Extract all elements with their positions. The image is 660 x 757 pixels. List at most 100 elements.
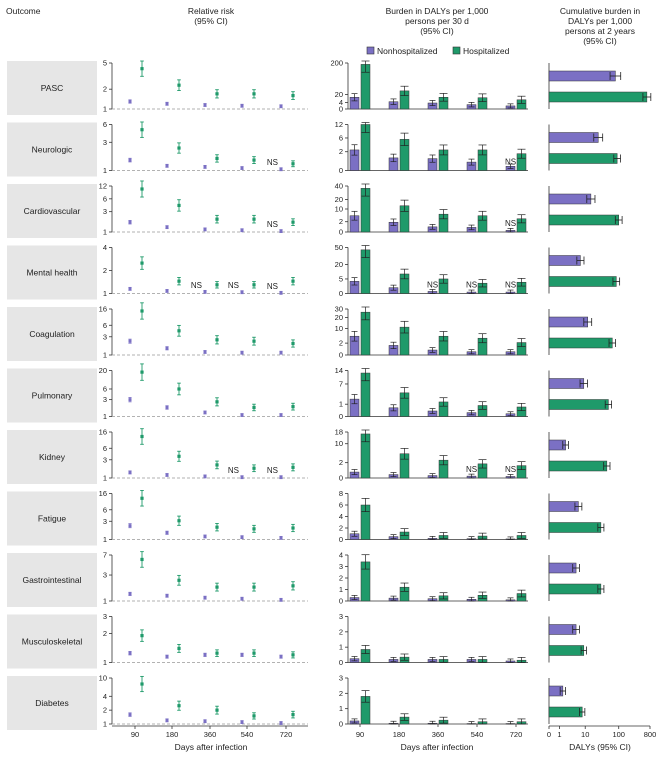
header-burden-line-3: (95% CI) <box>420 26 454 36</box>
relative-risk-point-nonhospitalized <box>240 720 244 724</box>
relative-risk-point-hospitalized <box>252 585 256 589</box>
relative-risk-point-nonhospitalized <box>203 474 207 478</box>
relative-risk-point-hospitalized <box>140 187 144 191</box>
burden-ns-label: NS <box>505 465 516 474</box>
outcome-label: Mental health <box>26 268 77 278</box>
relative-risk-point-nonhospitalized <box>279 104 283 108</box>
relative-risk-point-nonhospitalized <box>128 713 132 717</box>
burden-tick-label: 2 <box>339 627 343 636</box>
relative-risk-point-nonhospitalized <box>240 597 244 601</box>
relative-risk-tick-label: 16 <box>99 489 107 498</box>
relative-risk-point-nonhospitalized <box>128 287 132 291</box>
legend: Nonhospitalized Hospitalized <box>366 46 510 56</box>
relative-risk-point-nonhospitalized <box>203 165 207 169</box>
cumulative-bar-hospitalized <box>548 399 609 410</box>
burden-tick-label: 4 <box>339 551 343 560</box>
relative-risk-point-nonhospitalized <box>203 596 207 600</box>
burden-tick-label: 3 <box>339 674 343 683</box>
relative-risk-point-hospitalized <box>215 92 219 96</box>
x-axis-label-relative-risk: Days after infection <box>175 742 248 752</box>
cumulative-bar-hospitalized <box>548 276 617 287</box>
cumulative-x-tick-label: 1 <box>557 730 561 739</box>
relative-risk-point-hospitalized <box>291 162 295 166</box>
legend-label-hospitalized: Hospitalized <box>463 46 510 56</box>
relative-risk-point-nonhospitalized <box>240 228 244 232</box>
burden-tick-label: 1 <box>339 704 343 713</box>
relative-risk-ns-label: NS <box>228 466 239 475</box>
relative-risk-point-nonhospitalized <box>203 719 207 723</box>
cumulative-x-tick-label: 10 <box>581 730 589 739</box>
relative-risk-tick-label: 3 <box>103 138 107 147</box>
outcome-row-gastrointestinal: Gastrointestinal 1 3 7 0 1 2 3 4 <box>7 551 605 607</box>
cumulative-bar-nonhospitalized <box>548 70 616 82</box>
outcome-row-kidney: Kidney 1 3 6 16 NS NS 0 2 10 18 NS NS <box>7 428 611 484</box>
outcome-label-panel <box>7 61 97 115</box>
cumulative-bar-nonhospitalized <box>548 255 581 266</box>
relative-risk-point-nonhospitalized <box>128 220 132 224</box>
relative-risk-x-tick-label: 540 <box>241 730 254 739</box>
relative-risk-tick-label: 1 <box>103 351 107 360</box>
burden-tick-label: 1 <box>339 643 343 652</box>
relative-risk-tick-label: 1 <box>103 166 107 175</box>
burden-tick-label: 40 <box>335 182 343 191</box>
relative-risk-point-hospitalized <box>291 220 295 224</box>
outcome-label: Musculoskeletal <box>22 637 83 647</box>
relative-risk-point-nonhospitalized <box>165 164 169 168</box>
burden-tick-label: 0 <box>339 658 343 667</box>
relative-risk-tick-label: 16 <box>99 428 107 437</box>
relative-risk-point-nonhospitalized <box>240 351 244 355</box>
burden-x-tick-label: 540 <box>471 730 484 739</box>
relative-risk-tick-label: 1 <box>103 658 107 667</box>
relative-risk-tick-label: 3 <box>103 207 107 216</box>
relative-risk-point-hospitalized <box>215 525 219 529</box>
relative-risk-point-hospitalized <box>252 217 256 221</box>
burden-tick-label: 0 <box>339 720 343 729</box>
relative-risk-point-nonhospitalized <box>165 405 169 409</box>
burden-tick-label: 3 <box>339 612 343 621</box>
header-burden-line-1: Burden in DALYs per 1,000 <box>386 6 489 16</box>
header-relative-risk-line-2: (95% CI) <box>194 16 228 26</box>
burden-tick-label: 50 <box>335 243 343 252</box>
relative-risk-point-nonhospitalized <box>240 104 244 108</box>
relative-risk-point-nonhospitalized <box>240 166 244 170</box>
relative-risk-point-nonhospitalized <box>165 225 169 229</box>
outcome-label: Cardiovascular <box>24 206 81 216</box>
cumulative-bar-hospitalized <box>548 153 618 164</box>
relative-risk-point-hospitalized <box>291 653 295 657</box>
burden-tick-label: 20 <box>335 90 343 99</box>
relative-risk-point-hospitalized <box>140 128 144 132</box>
outcome-label: Fatigue <box>38 514 67 524</box>
relative-risk-point-nonhospitalized <box>128 524 132 528</box>
burden-tick-label: 0 <box>339 474 343 483</box>
relative-risk-point-hospitalized <box>252 339 256 343</box>
outcome-row-neurologic: Neurologic 1 3 6 NS 0 2 6 12 NS <box>7 120 621 177</box>
outcome-label: Pulmonary <box>32 391 73 401</box>
relative-risk-point-nonhospitalized <box>240 413 244 417</box>
relative-risk-point-hospitalized <box>291 405 295 409</box>
relative-risk-point-hospitalized <box>252 158 256 162</box>
cumulative-bar-nonhospitalized <box>548 378 585 389</box>
relative-risk-point-hospitalized <box>140 682 144 686</box>
cumulative-bar-nonhospitalized <box>548 132 599 143</box>
relative-risk-point-hospitalized <box>177 519 181 523</box>
relative-risk-point-hospitalized <box>215 400 219 404</box>
relative-risk-point-hospitalized <box>215 585 219 589</box>
relative-risk-tick-label: 1 <box>103 412 107 421</box>
burden-tick-label: 0 <box>339 105 343 114</box>
burden-tick-label: 10 <box>335 205 343 214</box>
relative-risk-point-nonhospitalized <box>240 535 244 539</box>
burden-tick-label: 0 <box>339 351 343 360</box>
burden-tick-label: 14 <box>335 366 343 375</box>
relative-risk-point-hospitalized <box>215 708 219 712</box>
burden-tick-label: 10 <box>335 439 343 448</box>
burden-tick-label: 1 <box>339 400 343 409</box>
relative-risk-point-nonhospitalized <box>279 536 283 540</box>
relative-risk-point-hospitalized <box>177 146 181 150</box>
cumulative-bar-hospitalized <box>548 583 602 595</box>
relative-risk-tick-label: 1 <box>103 720 107 729</box>
relative-risk-tick-label: 5 <box>103 59 107 68</box>
relative-risk-tick-label: 3 <box>103 517 107 526</box>
cumulative-bar-hospitalized <box>548 91 648 103</box>
relative-risk-tick-label: 4 <box>103 243 107 252</box>
